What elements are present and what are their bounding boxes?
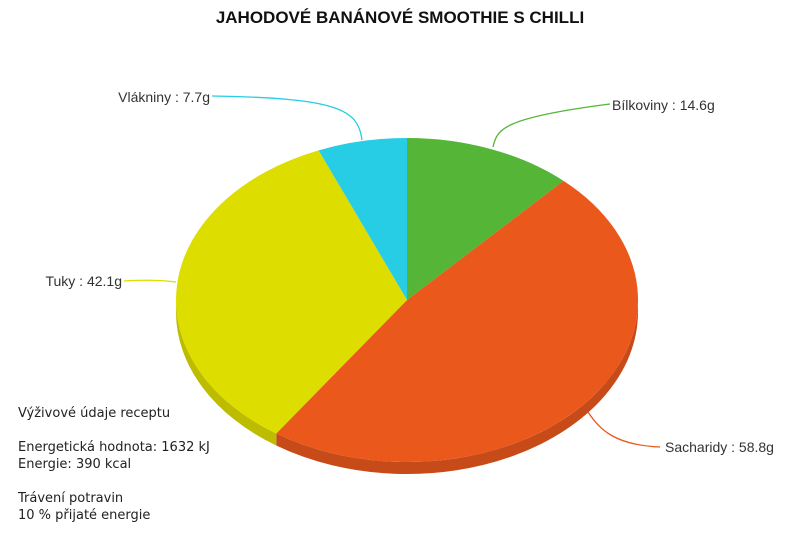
pie-slice-sacharidy[interactable]: [276, 180, 639, 463]
leader-line-bílkoviny: [492, 103, 611, 148]
data-label-tuky: Tuky : 42.1g: [45, 273, 122, 289]
digestion-value: 10 % přijaté energie: [18, 508, 151, 523]
pie-slice-side-sacharidy: [276, 300, 638, 474]
nutrition-info: Výživové údaje receptu Energetická hodno…: [18, 405, 210, 524]
digestion-heading: Trávení potravin: [18, 491, 124, 506]
leader-line-vlákniny: [211, 95, 363, 141]
pie-slice-vlákniny[interactable]: [318, 138, 407, 300]
pie-slice-bílkoviny[interactable]: [407, 138, 564, 300]
data-label-vlákniny: Vlákniny : 7.7g: [118, 89, 210, 105]
energy-kj: Energetická hodnota: 1632 kJ: [18, 440, 210, 455]
chart-title: JAHODOVÉ BANÁNOVÉ SMOOTHIE S CHILLI: [215, 8, 585, 27]
pie-slice-tuky[interactable]: [176, 150, 407, 434]
pie-slice-side-tuky: [176, 300, 277, 446]
energy-kcal: Energie: 390 kcal: [18, 457, 132, 472]
leader-line-sacharidy: [587, 411, 661, 448]
data-label-sacharidy: Sacharidy : 58.8g: [665, 439, 774, 455]
leader-line-tuky: [123, 279, 177, 283]
data-label-bílkoviny: Bílkoviny : 14.6g: [612, 97, 715, 113]
info-heading: Výživové údaje receptu: [18, 406, 171, 421]
